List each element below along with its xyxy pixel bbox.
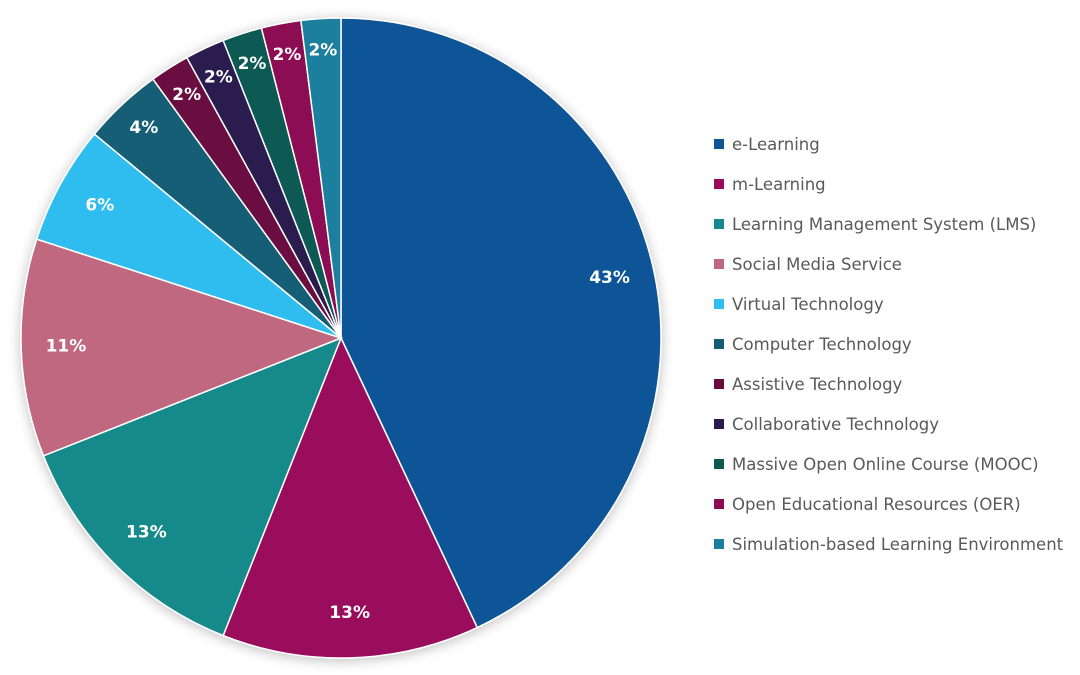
pie-slice bbox=[222, 336, 479, 659]
legend-swatch bbox=[714, 339, 724, 349]
legend-label: Social Media Service bbox=[732, 254, 902, 274]
legend-swatch bbox=[714, 379, 724, 389]
data-label: 2% bbox=[308, 41, 337, 61]
pie-slice bbox=[300, 17, 342, 339]
data-label: 2% bbox=[204, 67, 233, 87]
data-label: 6% bbox=[85, 195, 114, 215]
pie-slices bbox=[20, 17, 662, 659]
legend-swatch bbox=[714, 499, 724, 509]
legend-label: Collaborative Technology bbox=[732, 414, 939, 434]
legend-label: Learning Management System (LMS) bbox=[732, 214, 1037, 234]
legend-swatch bbox=[714, 539, 724, 549]
legend-label: Simulation-based Learning Environment bbox=[732, 534, 1064, 554]
legend-swatch bbox=[714, 139, 724, 149]
legend-item: Open Educational Resources (OER) bbox=[714, 484, 1063, 524]
data-label: 13% bbox=[329, 603, 370, 623]
data-label: 2% bbox=[172, 85, 201, 105]
data-label: 11% bbox=[46, 337, 87, 357]
pie-slice bbox=[42, 336, 343, 637]
pie-slice bbox=[340, 17, 662, 629]
legend-item: Massive Open Online Course (MOOC) bbox=[714, 444, 1063, 484]
legend-swatch bbox=[714, 419, 724, 429]
legend-label: Massive Open Online Course (MOOC) bbox=[732, 454, 1039, 474]
legend-item: m-Learning bbox=[714, 164, 1063, 204]
legend-swatch bbox=[714, 219, 724, 229]
pie-slice bbox=[35, 132, 342, 339]
legend-item: e-Learning bbox=[714, 124, 1063, 164]
legend-swatch bbox=[714, 259, 724, 269]
data-label: 2% bbox=[238, 54, 267, 74]
legend-label: Assistive Technology bbox=[732, 374, 903, 394]
data-label: 2% bbox=[273, 45, 302, 65]
legend-item: Simulation-based Learning Environment bbox=[714, 524, 1063, 564]
legend-item: Virtual Technology bbox=[714, 284, 1063, 324]
legend-label: Computer Technology bbox=[732, 334, 912, 354]
legend-label: Open Educational Resources (OER) bbox=[732, 494, 1021, 514]
legend-swatch bbox=[714, 179, 724, 189]
legend: e-Learning m-Learning Learning Management … bbox=[714, 124, 1063, 564]
pie-slice bbox=[20, 238, 344, 457]
legend-label: Virtual Technology bbox=[732, 294, 884, 314]
data-label: 43% bbox=[589, 268, 630, 288]
data-label: 13% bbox=[126, 523, 167, 543]
legend-label: e-Learning bbox=[732, 134, 820, 154]
legend-item: Learning Management System (LMS) bbox=[714, 204, 1063, 244]
data-label: 4% bbox=[129, 118, 158, 138]
legend-item: Assistive Technology bbox=[714, 364, 1063, 404]
legend-swatch bbox=[714, 459, 724, 469]
legend-item: Collaborative Technology bbox=[714, 404, 1063, 444]
legend-item: Computer Technology bbox=[714, 324, 1063, 364]
legend-label: m-Learning bbox=[732, 174, 826, 194]
legend-swatch bbox=[714, 299, 724, 309]
legend-item: Social Media Service bbox=[714, 244, 1063, 284]
pie-chart: 43%13%13%11%6%4%2%2%2% 2% 2% bbox=[20, 17, 662, 659]
